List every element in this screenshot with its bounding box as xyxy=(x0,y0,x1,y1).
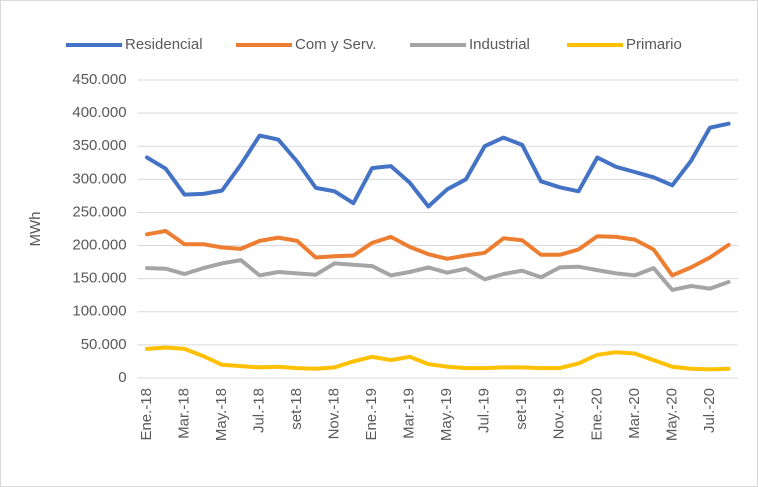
legend-label: Residencial xyxy=(125,36,203,53)
legend-label: Industrial xyxy=(469,36,530,53)
series-line xyxy=(145,258,731,292)
x-tick-label: Ene.-18 xyxy=(138,388,155,441)
y-tick-label: 450.000 xyxy=(72,71,126,88)
series-line xyxy=(145,121,731,209)
x-tick-label: Nov.-18 xyxy=(326,388,343,439)
series-line xyxy=(145,345,731,372)
y-tick-label: 350.000 xyxy=(72,137,126,154)
y-tick-label: 400.000 xyxy=(72,104,126,121)
x-tick-label: Jul.-19 xyxy=(476,388,493,433)
x-tick-label: Ene.-19 xyxy=(363,388,380,441)
x-tick-label: Mar.-20 xyxy=(626,388,643,439)
y-tick-label: 100.000 xyxy=(72,303,126,320)
x-tick-label: Ene.-20 xyxy=(588,388,605,441)
y-tick-label: 0 xyxy=(118,369,126,386)
x-tick-label: Mar.-18 xyxy=(175,388,192,439)
y-tick-label: 50.000 xyxy=(81,336,127,353)
x-tick-label: May.-19 xyxy=(438,388,455,441)
y-tick-label: 150.000 xyxy=(72,270,126,287)
x-tick-label: Jul.-20 xyxy=(701,388,718,433)
y-axis-label: MWh xyxy=(27,212,44,247)
y-tick-label: 300.000 xyxy=(72,170,126,187)
x-tick-label: Jul.-18 xyxy=(251,388,268,433)
x-tick-label: set-18 xyxy=(288,388,305,430)
legend-label: Com y Serv. xyxy=(295,36,376,53)
x-tick-label: May.-20 xyxy=(663,388,680,441)
x-tick-label: May.-18 xyxy=(213,388,230,441)
series-line xyxy=(145,229,731,278)
x-tick-label: Mar.-19 xyxy=(401,388,418,439)
legend-label: Primario xyxy=(626,36,682,53)
y-tick-label: 200.000 xyxy=(72,237,126,254)
y-tick-label: 250.000 xyxy=(72,203,126,220)
x-tick-label: Nov.-19 xyxy=(551,388,568,439)
x-tick-label: set-19 xyxy=(513,388,530,430)
